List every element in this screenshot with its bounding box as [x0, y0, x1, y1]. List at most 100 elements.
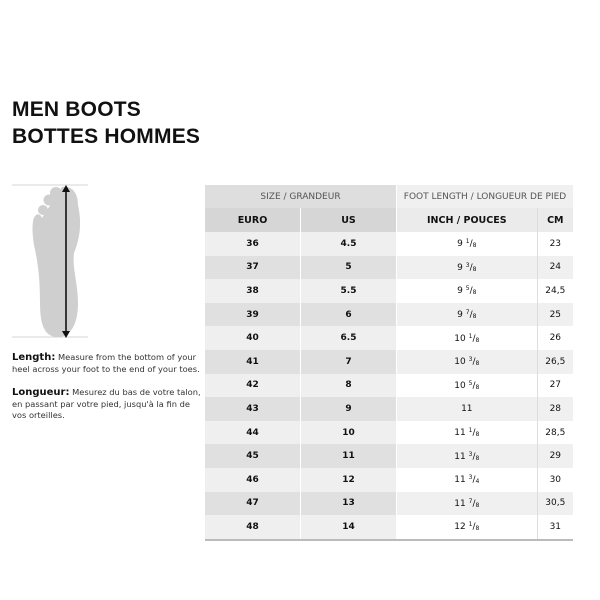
table-row: 47 13 11 7/8 30,5 — [205, 491, 573, 516]
col-header-inch: INCH / POUCES — [396, 208, 538, 232]
inch-denominator: 8 — [472, 289, 477, 297]
cell-cm: 31 — [537, 515, 573, 541]
cell-euro: 39 — [205, 302, 301, 327]
inch-denominator: 8 — [475, 501, 480, 509]
inch-whole: 11 — [461, 403, 473, 414]
toe-icon — [33, 216, 43, 226]
cell-us: 13 — [300, 491, 397, 516]
cell-us: 6.5 — [300, 326, 397, 350]
inch-denominator: 8 — [472, 242, 477, 250]
inch-numerator: 1 — [468, 521, 473, 529]
size-chart-table: SIZE / GRANDEUR FOOT LENGTH / LONGUEUR D… — [205, 185, 573, 541]
inch-numerator: 1 — [468, 427, 473, 435]
cell-inch: 10 3/8 — [396, 349, 538, 374]
longueur-text: Mesurez du bas de votre talon, en passan… — [12, 387, 201, 420]
cell-cm: 27 — [537, 373, 573, 398]
cell-us: 10 — [300, 420, 397, 445]
inch-denominator: 8 — [475, 525, 480, 533]
cell-euro: 44 — [205, 420, 301, 445]
inch-numerator: 5 — [468, 379, 473, 387]
cell-cm: 23 — [537, 232, 573, 256]
inch-whole: 9 — [457, 286, 463, 297]
cell-euro: 36 — [205, 232, 301, 256]
cell-us: 9 — [300, 397, 397, 421]
cell-cm: 24,5 — [537, 279, 573, 303]
inch-numerator: 1 — [468, 332, 473, 340]
cell-euro: 47 — [205, 491, 301, 516]
cell-cm: 28,5 — [537, 420, 573, 445]
inch-numerator: 3 — [465, 261, 470, 269]
cell-us: 5.5 — [300, 279, 397, 303]
cell-cm: 30 — [537, 467, 573, 492]
table-row: 38 5.5 9 5/8 24,5 — [205, 279, 573, 303]
cell-euro: 38 — [205, 279, 301, 303]
cell-inch: 9 1/8 — [396, 232, 538, 256]
cell-inch: 9 5/8 — [396, 279, 538, 303]
inch-denominator: 8 — [475, 336, 480, 344]
table-row: 40 6.5 10 1/8 26 — [205, 326, 573, 350]
cell-us: 14 — [300, 515, 397, 541]
inch-numerator: 5 — [465, 285, 470, 293]
cell-inch: 11 3/4 — [396, 467, 538, 492]
inch-whole: 9 — [457, 310, 463, 321]
title-french: BOTTES HOMMES — [12, 125, 201, 148]
inch-numerator: 1 — [465, 238, 470, 246]
table-row: 45 11 11 3/8 29 — [205, 444, 573, 468]
cell-cm: 30,5 — [537, 491, 573, 516]
cell-euro: 43 — [205, 397, 301, 421]
size-group-header: SIZE / GRANDEUR — [205, 185, 397, 208]
table-row: 44 10 11 1/8 28,5 — [205, 420, 573, 445]
cell-us: 4.5 — [300, 232, 397, 256]
foot-length-group-header: FOOT LENGTH / LONGUEUR DE PIED — [396, 185, 573, 208]
cell-cm: 24 — [537, 255, 573, 280]
table-row: 43 9 11 28 — [205, 397, 573, 421]
cell-inch: 12 1/8 — [396, 515, 538, 541]
title-english: MEN BOOTS — [12, 98, 141, 121]
length-text: Measure from the bottom of your heel acr… — [12, 352, 200, 374]
cell-euro: 46 — [205, 467, 301, 492]
inch-whole: 10 — [454, 380, 466, 391]
foot-measure-illustration — [12, 184, 88, 338]
cell-us: 11 — [300, 444, 397, 468]
col-header-euro: EURO — [205, 208, 301, 232]
cell-cm: 26 — [537, 326, 573, 350]
cell-inch: 10 1/8 — [396, 326, 538, 350]
table-row: 42 8 10 5/8 27 — [205, 373, 573, 398]
col-header-us: US — [300, 208, 397, 232]
inch-whole: 11 — [454, 498, 466, 509]
longueur-instruction: Longueur: Mesurez du bas de votre talon,… — [12, 387, 202, 422]
table-row: 48 14 12 1/8 31 — [205, 515, 573, 541]
cell-euro: 41 — [205, 349, 301, 374]
table-row: 36 4.5 9 1/8 23 — [205, 232, 573, 256]
inch-numerator: 7 — [465, 309, 470, 317]
cell-euro: 37 — [205, 255, 301, 280]
inch-denominator: 8 — [472, 313, 477, 321]
cell-euro: 42 — [205, 373, 301, 398]
page-title: MEN BOOTS BOTTES HOMMES — [12, 96, 200, 150]
cell-euro: 40 — [205, 326, 301, 350]
inch-whole: 11 — [454, 428, 466, 439]
inch-numerator: 7 — [468, 497, 473, 505]
inch-whole: 11 — [454, 475, 466, 486]
inch-numerator: 3 — [468, 450, 473, 458]
inch-whole: 12 — [454, 522, 466, 533]
inch-denominator: 8 — [475, 454, 480, 462]
cell-cm: 28 — [537, 397, 573, 421]
inch-denominator: 4 — [475, 478, 480, 486]
inch-denominator: 8 — [475, 360, 480, 368]
length-instruction: Length: Measure from the bottom of your … — [12, 352, 202, 375]
inch-numerator: 3 — [468, 356, 473, 364]
inch-whole: 10 — [454, 357, 466, 368]
longueur-label: Longueur: — [12, 387, 70, 398]
cell-us: 5 — [300, 255, 397, 280]
cell-inch: 11 — [396, 397, 538, 421]
inch-whole: 10 — [454, 333, 466, 344]
cell-euro: 45 — [205, 444, 301, 468]
cell-cm: 26,5 — [537, 349, 573, 374]
inch-denominator: 8 — [475, 431, 480, 439]
table-row: 41 7 10 3/8 26,5 — [205, 349, 573, 374]
inch-denominator: 8 — [475, 383, 480, 391]
cell-inch: 11 1/8 — [396, 420, 538, 445]
table-row: 39 6 9 7/8 25 — [205, 302, 573, 327]
cell-us: 7 — [300, 349, 397, 374]
